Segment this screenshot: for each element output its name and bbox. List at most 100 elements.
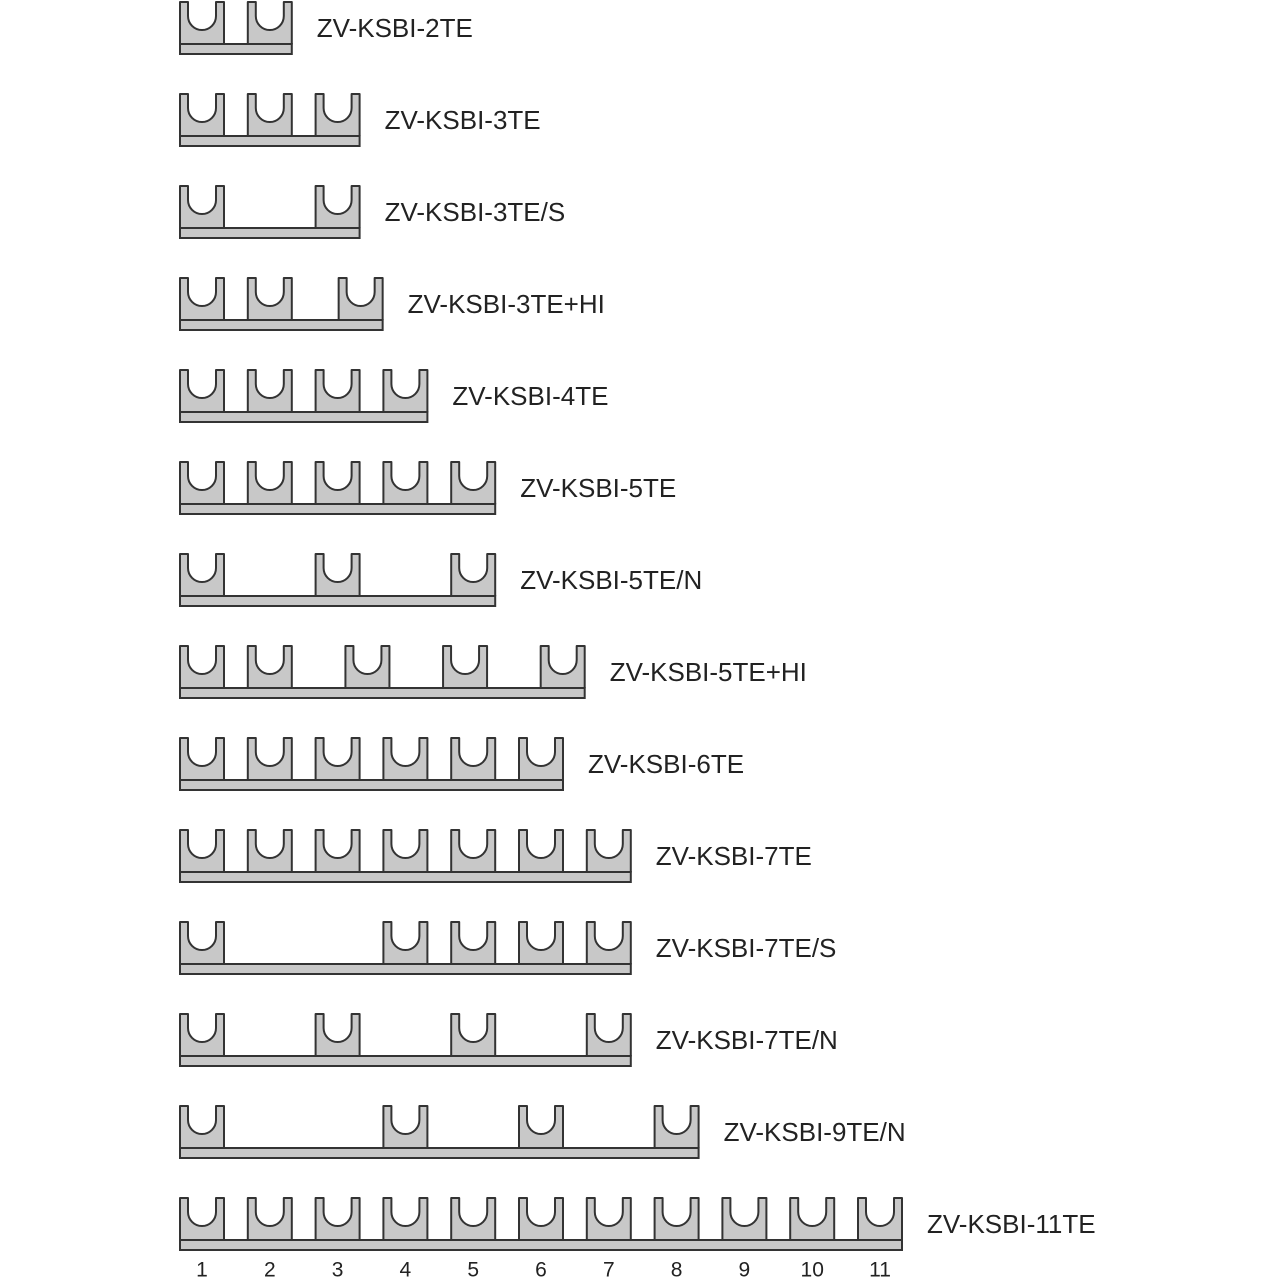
busbar	[179, 1239, 903, 1251]
pin	[246, 93, 293, 137]
pin	[518, 1105, 564, 1149]
busbar	[179, 963, 632, 975]
item-label: ZV-KSBI-3TE	[385, 105, 541, 135]
pin	[653, 1105, 700, 1149]
pin	[314, 461, 361, 505]
busbar	[179, 503, 497, 515]
pin	[314, 553, 361, 597]
pin	[246, 737, 293, 781]
pin	[179, 553, 225, 597]
pin	[585, 829, 632, 873]
scale-number: 7	[603, 1259, 615, 1280]
pin	[789, 1197, 836, 1241]
busbar	[179, 1055, 632, 1067]
pin	[179, 369, 225, 413]
pin	[585, 1197, 632, 1241]
busbar	[179, 779, 564, 791]
pin	[179, 461, 225, 505]
item-label: ZV-KSBI-5TE/N	[520, 565, 702, 595]
pin	[344, 645, 391, 689]
pin	[179, 277, 225, 321]
item-label: ZV-KSBI-5TE+HI	[610, 657, 807, 687]
busbar	[179, 227, 361, 239]
busbar	[179, 411, 429, 423]
pin	[246, 369, 293, 413]
pin	[337, 277, 384, 321]
pin	[450, 461, 497, 505]
busbar	[179, 135, 361, 147]
pin	[179, 829, 225, 873]
scale-number: 4	[400, 1259, 412, 1280]
item-label: ZV-KSBI-9TE/N	[724, 1117, 906, 1147]
pin	[179, 1013, 225, 1057]
pin	[442, 645, 489, 689]
pin	[179, 1197, 225, 1241]
scale-number: 9	[739, 1259, 751, 1280]
pin	[314, 369, 361, 413]
pin	[314, 1013, 361, 1057]
pin	[246, 829, 293, 873]
scale-number: 3	[332, 1259, 344, 1280]
pin	[653, 1197, 700, 1241]
item-label: ZV-KSBI-7TE	[656, 841, 812, 871]
scale-number: 2	[264, 1259, 276, 1280]
pin	[179, 1105, 225, 1149]
pin	[382, 921, 429, 965]
item-label: ZV-KSBI-11TE	[927, 1209, 1096, 1239]
busbar	[179, 1147, 700, 1159]
pin	[382, 461, 429, 505]
pin	[246, 277, 293, 321]
pin	[314, 93, 361, 137]
pin	[179, 1, 225, 45]
pin	[450, 1013, 497, 1057]
pin	[518, 737, 564, 781]
pin	[450, 829, 497, 873]
item-label: ZV-KSBI-6TE	[588, 749, 744, 779]
pin	[585, 1013, 632, 1057]
pin	[518, 1197, 564, 1241]
pin	[518, 921, 564, 965]
pin	[450, 921, 497, 965]
scale-number: 11	[869, 1259, 891, 1280]
busbar	[179, 595, 497, 607]
pin	[857, 1197, 903, 1241]
pin	[382, 1105, 429, 1149]
pin	[518, 829, 564, 873]
scale-number: 6	[535, 1259, 547, 1280]
pin	[450, 553, 497, 597]
pin	[450, 1197, 497, 1241]
pin	[246, 1, 293, 45]
item-label: ZV-KSBI-4TE	[452, 381, 608, 411]
item-label: ZV-KSBI-5TE	[520, 473, 676, 503]
pin	[314, 1197, 361, 1241]
scale-number: 10	[801, 1259, 824, 1280]
pin	[179, 737, 225, 781]
scale-number: 8	[671, 1259, 683, 1280]
pin	[179, 645, 225, 689]
item-label: ZV-KSBI-2TE	[317, 13, 473, 43]
item-label: ZV-KSBI-3TE+HI	[408, 289, 605, 319]
busbar	[179, 43, 293, 55]
pin	[382, 369, 429, 413]
pin	[314, 185, 361, 229]
busbar	[179, 871, 632, 883]
item-label: ZV-KSBI-7TE/N	[656, 1025, 838, 1055]
pin	[721, 1197, 768, 1241]
pin	[314, 829, 361, 873]
pin	[179, 93, 225, 137]
item-label: ZV-KSBI-3TE/S	[385, 197, 566, 227]
item-label: ZV-KSBI-7TE/S	[656, 933, 837, 963]
busbar	[179, 687, 586, 699]
pin	[585, 921, 632, 965]
pin	[539, 645, 586, 689]
pin	[382, 737, 429, 781]
pin	[314, 737, 361, 781]
pin	[450, 737, 497, 781]
pin	[382, 829, 429, 873]
pin	[246, 461, 293, 505]
scale-number: 1	[196, 1259, 208, 1280]
pin	[246, 1197, 293, 1241]
pin	[179, 921, 225, 965]
pin	[246, 645, 293, 689]
